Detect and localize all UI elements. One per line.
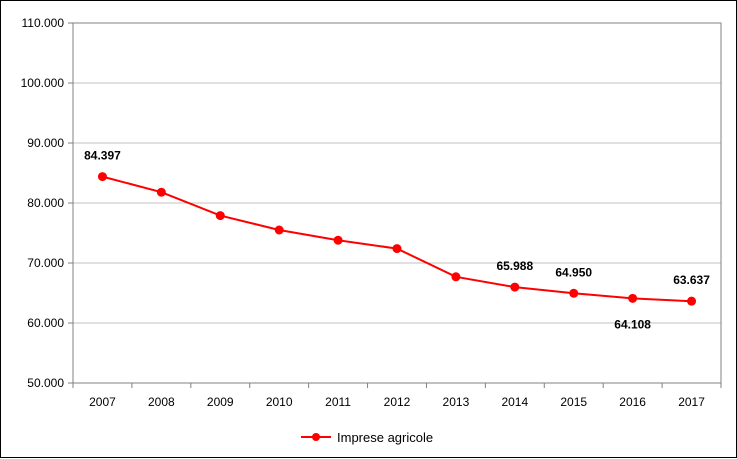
series-layer — [97, 172, 697, 306]
gridlines — [73, 82, 721, 324]
data-labels: 84.397 65.988 64.950 64.108 63.637 — [84, 149, 710, 332]
y-tick-label: 60.000 — [27, 316, 64, 330]
legend-marker-swatch — [312, 433, 320, 441]
y-tick-label: 90.000 — [27, 136, 64, 150]
data-point — [274, 225, 284, 235]
x-tick-label: 2009 — [207, 395, 234, 409]
y-tick-label: 100.000 — [21, 76, 65, 90]
y-tick-label: 70.000 — [27, 256, 64, 270]
x-tick-label: 2012 — [384, 395, 411, 409]
series-line — [102, 175, 692, 303]
data-label: 84.397 — [84, 149, 121, 163]
x-axis: 2007 2008 2009 2010 2011 2012 2013 2014 2015 2016… — [72, 383, 722, 409]
data-point — [97, 172, 107, 182]
y-axis: 50.000 60.000 70.000 80.000 90.000 100.000 110… — [21, 16, 73, 390]
x-tick-label: 2015 — [560, 395, 587, 409]
y-tick-label: 110.000 — [22, 16, 65, 30]
x-tick-label: 2017 — [678, 395, 705, 409]
data-point — [215, 211, 225, 221]
data-label: 64.950 — [555, 265, 592, 279]
x-tick-label: 2007 — [89, 395, 116, 409]
data-label: 64.108 — [614, 317, 651, 331]
x-tick-label: 2013 — [443, 395, 470, 409]
data-point — [333, 235, 343, 245]
legend-series-label: Imprese agricole — [337, 430, 433, 445]
legend: Imprese agricole — [301, 430, 433, 445]
x-tick-label: 2008 — [148, 395, 175, 409]
x-tick-label: 2016 — [619, 395, 646, 409]
x-tick-label: 2014 — [501, 395, 528, 409]
x-tick-label: 2011 — [325, 395, 351, 409]
data-label: 63.637 — [673, 273, 710, 287]
data-point — [156, 187, 166, 197]
data-point — [628, 293, 638, 303]
data-point — [569, 288, 579, 298]
data-point — [451, 272, 461, 282]
data-point — [687, 296, 697, 306]
data-point — [392, 244, 402, 254]
y-tick-label: 80.000 — [27, 196, 64, 210]
data-point — [510, 282, 520, 292]
x-tick-label: 2010 — [266, 395, 293, 409]
data-label: 65.988 — [496, 259, 533, 273]
y-tick-label: 50.000 — [27, 376, 64, 390]
